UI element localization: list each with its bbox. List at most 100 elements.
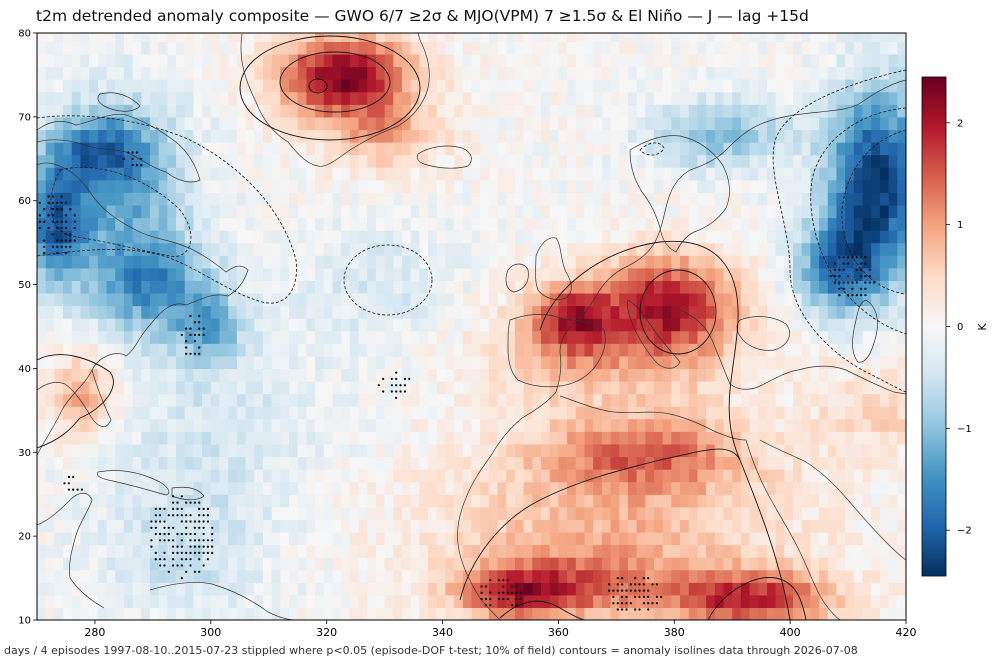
- heatmap-cell: [723, 381, 733, 395]
- heatmap-cell: [462, 242, 473, 256]
- heatmap-cell: [393, 79, 403, 93]
- heatmap-cell: [280, 318, 290, 332]
- heatmap-cell: [80, 481, 90, 495]
- heatmap-cell: [358, 481, 368, 495]
- heatmap-cell: [37, 179, 47, 193]
- stipple-dot: [47, 195, 50, 198]
- stipple-dot: [154, 558, 157, 561]
- heatmap-cell: [384, 33, 394, 42]
- heatmap-cell: [810, 33, 820, 42]
- stipple-dot: [150, 526, 153, 529]
- heatmap-cell: [271, 544, 281, 558]
- heatmap-cell: [549, 305, 559, 319]
- heatmap-cell: [123, 318, 134, 332]
- heatmap-cell: [810, 494, 820, 508]
- heatmap-cell: [567, 481, 577, 495]
- heatmap-cell: [775, 33, 785, 42]
- heatmap-cell: [523, 192, 533, 206]
- heatmap-cell: [428, 267, 438, 281]
- heatmap-cell: [54, 418, 64, 432]
- heatmap-cell: [497, 104, 507, 118]
- heatmap-cell: [610, 142, 620, 156]
- heatmap-cell: [584, 582, 594, 596]
- heatmap-cell: [401, 569, 412, 583]
- heatmap-cell: [349, 33, 360, 42]
- heatmap-cell: [810, 594, 820, 609]
- heatmap-cell: [723, 217, 733, 231]
- heatmap-cell: [63, 204, 73, 219]
- heatmap-cell: [123, 255, 134, 269]
- heatmap-cell: [871, 355, 881, 370]
- heatmap-cell: [202, 569, 212, 583]
- heatmap-cell: [514, 267, 525, 281]
- heatmap-cell: [653, 469, 664, 483]
- heatmap-cell: [106, 192, 116, 206]
- stipple-dot: [838, 268, 841, 271]
- heatmap-cell: [488, 393, 499, 407]
- heatmap-cell: [149, 255, 160, 269]
- heatmap-cell: [879, 368, 890, 382]
- heatmap-cell: [793, 255, 803, 269]
- heatmap-cell: [845, 179, 855, 193]
- heatmap-cell: [766, 355, 777, 370]
- heatmap-cell: [341, 318, 351, 332]
- heatmap-cell: [410, 129, 420, 143]
- heatmap-cell: [306, 531, 316, 546]
- heatmap-cell: [37, 594, 47, 609]
- heatmap-cell: [619, 41, 629, 55]
- heatmap-cell: [141, 292, 151, 307]
- heatmap-cell: [401, 33, 412, 42]
- heatmap-cell: [853, 330, 864, 344]
- heatmap-cell: [367, 230, 377, 244]
- heatmap-cell: [758, 292, 768, 307]
- heatmap-cell: [619, 292, 629, 307]
- heatmap-cell: [254, 481, 264, 495]
- heatmap-cell: [71, 41, 82, 55]
- heatmap-cell: [358, 330, 368, 344]
- heatmap-cell: [289, 531, 299, 546]
- heatmap-cell: [758, 104, 768, 118]
- heatmap-cell: [97, 154, 108, 168]
- heatmap-cell: [419, 79, 429, 93]
- heatmap-cell: [645, 217, 655, 231]
- heatmap-cell: [793, 154, 803, 168]
- heatmap-cell: [367, 179, 377, 193]
- heatmap-cell: [819, 544, 829, 558]
- heatmap-cell: [193, 406, 203, 420]
- heatmap-cell: [471, 292, 481, 307]
- heatmap-cell: [297, 267, 307, 281]
- heatmap-cell: [610, 469, 620, 483]
- heatmap-cell: [801, 343, 812, 357]
- heatmap-cell: [879, 343, 890, 357]
- heatmap-cell: [514, 456, 525, 470]
- heatmap-cell: [671, 330, 681, 344]
- heatmap-cell: [280, 179, 290, 193]
- heatmap-cell: [176, 292, 186, 307]
- heatmap-cell: [80, 330, 90, 344]
- heatmap-cell: [410, 255, 420, 269]
- heatmap-cell: [480, 230, 490, 244]
- heatmap-cell: [167, 418, 177, 432]
- heatmap-cell: [289, 418, 299, 432]
- heatmap-cell: [784, 116, 794, 131]
- heatmap-cell: [63, 255, 73, 269]
- stipple-dot: [211, 532, 214, 536]
- heatmap-cell: [210, 91, 221, 105]
- heatmap-cell: [89, 255, 99, 269]
- heatmap-cell: [332, 494, 342, 508]
- heatmap-cell: [297, 569, 307, 583]
- heatmap-cell: [315, 594, 325, 609]
- heatmap-cell: [54, 469, 64, 483]
- heatmap-cell: [653, 368, 664, 382]
- heatmap-cell: [436, 456, 447, 470]
- stipple-dot: [390, 377, 393, 380]
- heatmap-cell: [436, 204, 447, 219]
- heatmap-cell: [71, 230, 82, 244]
- heatmap-cell: [106, 506, 116, 520]
- heatmap-cell: [819, 531, 829, 546]
- heatmap-cell: [749, 494, 759, 508]
- heatmap-cell: [149, 154, 160, 168]
- heatmap-cell: [488, 443, 499, 458]
- heatmap-cell: [375, 280, 386, 294]
- heatmap-cell: [202, 531, 212, 546]
